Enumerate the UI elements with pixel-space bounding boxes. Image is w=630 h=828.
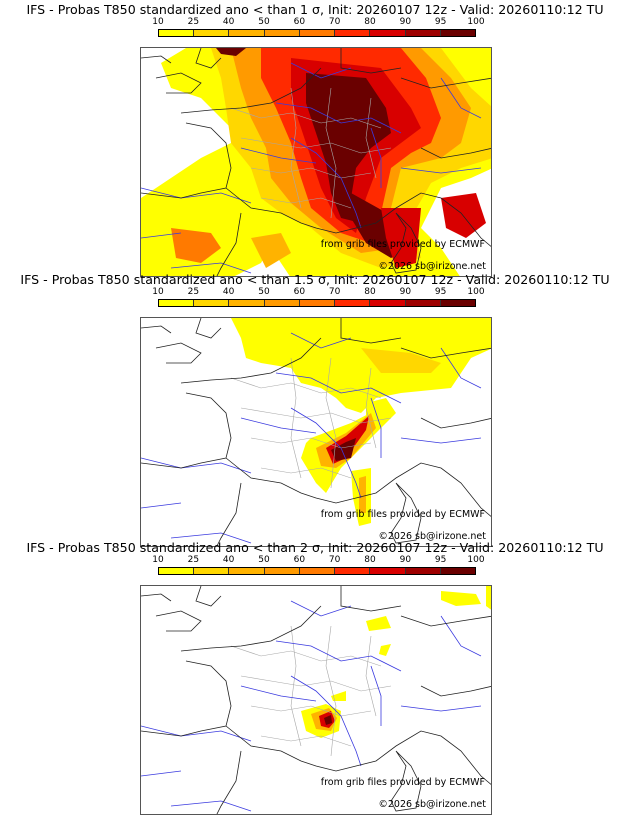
colorbar-tick-label: 70 <box>328 287 341 297</box>
colorbar-tick-label: 60 <box>293 17 306 27</box>
colorbar-ticks: 10 25 40 50 60 70 80 90 95 100 <box>152 287 484 297</box>
coastlines <box>141 318 491 546</box>
colorbar-swatch <box>264 30 300 36</box>
map-panel-2: IFS - Probas T850 standardized ano < tha… <box>0 270 630 547</box>
colorbar-tick-label: 70 <box>328 555 341 565</box>
colorbar-swatch <box>370 300 406 306</box>
colorbar-swatch <box>405 568 441 574</box>
copyright-credit: ©2026 sb@irizone.net <box>378 799 486 810</box>
map-panel-3: IFS - Probas T850 standardized ano < tha… <box>0 538 630 815</box>
admin-borders <box>230 625 392 757</box>
copyright-credit: ©2026 sb@irizone.net <box>378 531 486 542</box>
colorbar-tick-label: 25 <box>187 555 200 565</box>
colorbar-tick-label: 100 <box>467 17 485 27</box>
colorbar-swatch <box>405 30 441 36</box>
colorbar-swatch <box>440 300 475 306</box>
probability-map: from grib files provided by ECMWF ©2026 … <box>140 317 492 547</box>
colorbar-swatch <box>299 568 336 574</box>
colorbar-tick-label: 80 <box>364 287 376 297</box>
colorbar-tick-label: 60 <box>293 287 306 297</box>
colorbar-swatch <box>335 30 371 36</box>
colorbar-swatch <box>370 30 406 36</box>
colorbar-tick-label: 95 <box>434 555 447 565</box>
colorbar-ticks: 10 25 40 50 60 70 80 90 95 100 <box>152 17 484 27</box>
colorbar-tick-label: 10 <box>152 555 164 565</box>
data-source-credit: from grib files provided by ECMWF <box>320 777 485 788</box>
colorbar-swatch <box>159 568 195 574</box>
colorbar-tick-label: 100 <box>467 287 485 297</box>
data-source-credit: from grib files provided by ECMWF <box>320 509 485 520</box>
colorbar-tick-label: 40 <box>222 555 235 565</box>
coastlines <box>141 48 491 276</box>
colorbar-tick-label: 25 <box>187 287 200 297</box>
colorbar-swatch <box>264 568 300 574</box>
colorbar-tick-label: 40 <box>222 287 235 297</box>
colorbar-tick-label: 50 <box>258 287 270 297</box>
colorbar-swatch <box>335 300 371 306</box>
colorbar-swatch <box>299 300 336 306</box>
probability-map: from grib files provided by ECMWF ©2026 … <box>140 47 492 277</box>
colorbar-swatch <box>299 30 336 36</box>
map-svg <box>141 318 491 546</box>
panel-title: IFS - Probas T850 standardized ano < tha… <box>26 2 604 17</box>
admin-borders <box>230 87 392 219</box>
rivers <box>141 332 482 544</box>
map-svg <box>141 48 491 276</box>
probability-field <box>301 586 491 738</box>
colorbar-swatch <box>159 30 195 36</box>
colorbar-swatch <box>440 568 475 574</box>
data-source-credit: from grib files provided by ECMWF <box>320 239 485 250</box>
probability-map: from grib files provided by ECMWF ©2026 … <box>140 585 492 815</box>
colorbar-tick-label: 100 <box>467 555 485 565</box>
colorbar-tick-label: 95 <box>434 17 447 27</box>
colorbar-tick-label: 70 <box>328 17 341 27</box>
colorbar-swatch <box>370 568 406 574</box>
panel-title: IFS - Probas T850 standardized ano < tha… <box>20 272 610 287</box>
panel-title: IFS - Probas T850 standardized ano < tha… <box>26 540 604 555</box>
colorbar-tick-label: 50 <box>258 17 270 27</box>
rivers <box>141 600 482 812</box>
colorbar-swatch <box>194 30 230 36</box>
colorbar-tick-label: 95 <box>434 287 447 297</box>
colorbar-swatch <box>229 568 265 574</box>
colorbar-tick-label: 40 <box>222 17 235 27</box>
colorbar-tick-label: 10 <box>152 287 164 297</box>
colorbar-swatch <box>229 300 265 306</box>
colorbar-ticks: 10 25 40 50 60 70 80 90 95 100 <box>152 555 484 565</box>
map-panel-1: IFS - Probas T850 standardized ano < tha… <box>0 0 630 277</box>
colorbar <box>158 567 476 575</box>
colorbar-tick-label: 80 <box>364 555 376 565</box>
colorbar-tick-label: 80 <box>364 17 376 27</box>
colorbar-swatch <box>440 30 475 36</box>
copyright-credit: ©2026 sb@irizone.net <box>378 261 486 272</box>
colorbar-tick-label: 50 <box>258 555 270 565</box>
colorbar-swatch <box>194 568 230 574</box>
colorbar <box>158 299 476 307</box>
map-svg <box>141 586 491 814</box>
admin-borders <box>230 357 392 489</box>
colorbar-tick-label: 10 <box>152 17 164 27</box>
colorbar-swatch <box>229 30 265 36</box>
colorbar-swatch <box>335 568 371 574</box>
probability-field <box>231 318 491 526</box>
colorbar-tick-label: 60 <box>293 555 306 565</box>
colorbar-tick-label: 90 <box>399 17 412 27</box>
colorbar-tick-label: 25 <box>187 17 200 27</box>
colorbar-tick-label: 90 <box>399 287 412 297</box>
colorbar-swatch <box>405 300 441 306</box>
rivers <box>141 62 482 274</box>
colorbar-tick-label: 90 <box>399 555 412 565</box>
colorbar-swatch <box>194 300 230 306</box>
colorbar-swatch <box>159 300 195 306</box>
coastlines <box>141 586 491 814</box>
colorbar <box>158 29 476 37</box>
colorbar-swatch <box>264 300 300 306</box>
